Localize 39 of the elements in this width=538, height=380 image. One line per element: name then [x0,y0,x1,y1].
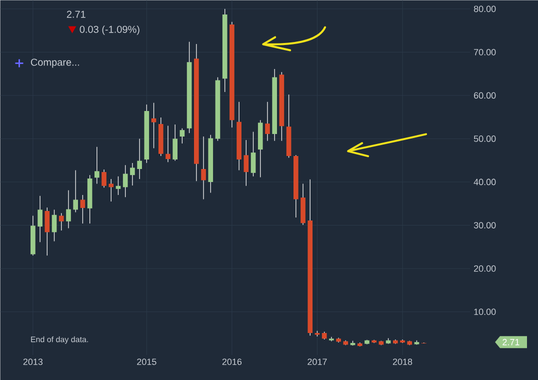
candlestick [201,136,206,200]
y-tick-label: 40.00 [474,178,496,186]
x-tick-label: 2015 [137,358,156,365]
text: 2.71 [502,338,520,346]
candlestick [166,125,170,162]
candlestick [66,190,71,229]
candlestick [244,140,249,186]
y-tick-label: 10.00 [474,308,496,315]
candlestick [250,131,256,177]
candlestick [73,170,78,213]
x-tick-label: 2016 [222,358,242,365]
candlestick [38,195,42,242]
candlestick [172,124,178,162]
y-tick-label: 60.00 [474,92,496,99]
candlestick [130,162,135,186]
candlestick [116,176,121,196]
annotation: 2.71 [66,10,86,18]
candlestick [151,102,156,149]
x-tick-label: 2013 [23,358,43,365]
candlestick [58,212,64,231]
candlestick [180,128,185,144]
y-tick-label: 30.00 [474,222,496,228]
y-tick-label: 50.00 [474,135,496,142]
y-tick-label: 20.00 [474,265,496,272]
candlestick [102,169,106,188]
y-tick-label: 70.00 [474,48,496,56]
candlestick [94,146,100,184]
annotation: Compare... [30,58,79,68]
candlestick [80,194,86,224]
y-tick-label: 80.00 [474,6,496,12]
candlestick [44,207,50,256]
candlestick [108,178,114,202]
candlestick [52,209,57,242]
candlestick [122,164,128,198]
x-tick-label: 2018 [392,358,412,365]
annotation: 0.03 (-1.09%) [80,26,140,35]
candlestick [265,102,270,142]
x-tick-label: 2017 [308,358,327,365]
candlestick [137,138,142,180]
